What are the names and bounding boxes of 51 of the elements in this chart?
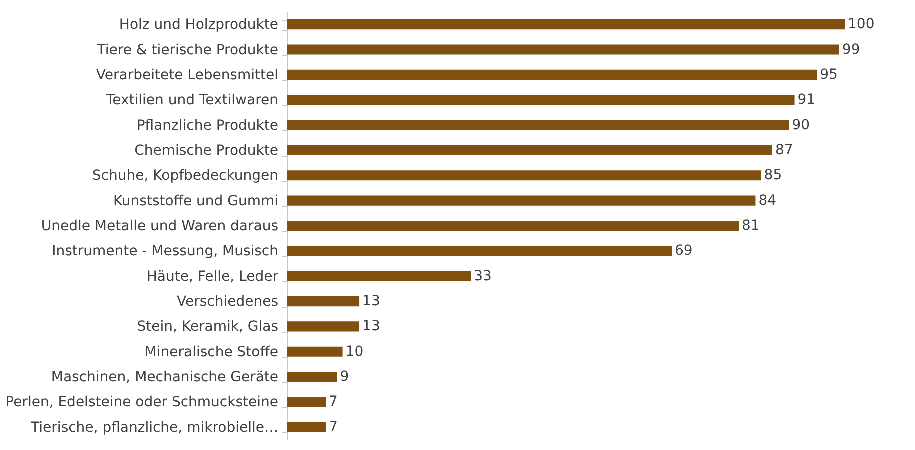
y-tick-label: Perlen, Edelsteine oder Schmucksteine [6,394,278,411]
bar [287,422,326,432]
bar [287,220,739,232]
data-label: 7 [329,419,338,436]
data-label: 99 [842,42,860,58]
data-label: 9 [340,369,350,386]
bar [287,196,756,206]
y-tick-label: Mineralische Stoffe [144,344,278,360]
bar [287,397,326,408]
bar [287,346,343,357]
data-label: 7 [329,394,338,410]
data-label: 84 [758,192,777,209]
data-label: 90 [792,117,810,134]
bar [287,246,672,256]
bar [287,322,360,332]
y-tick-label: Holz und Holzprodukte [119,17,278,34]
y-tick-label: Stein, Keramik, Glas [137,319,278,336]
data-label: 100 [848,16,875,33]
y-tick-label: Instrumente - Messung, Musisch [52,244,278,260]
y-tick-label: Unedle Metalle und Waren daraus [41,218,278,234]
bar [287,44,840,55]
bar [287,20,845,30]
bar [287,70,818,80]
data-label: 95 [820,66,838,83]
data-label: 13 [362,318,380,335]
y-tick-label: Kunststoffe und Gummi [113,193,278,210]
bar [287,271,472,282]
bar [287,145,772,156]
y-tick-label: Textilien und Textilwaren [105,92,278,109]
bar [287,95,795,106]
bar [287,296,360,307]
y-tick-label: Tierische, pflanzliche, mikrobielle… [30,420,278,436]
data-label: 33 [474,268,492,284]
y-tick-label: Chemische Produkte [134,142,278,159]
y-tick-label: Tiere & tierische Produkte [96,42,278,58]
y-tick-label: Verarbeitete Lebensmittel [96,67,278,84]
y-tick-label: Häute, Felle, Leder [146,268,279,285]
bar [287,372,338,382]
bar [287,120,790,130]
y-tick-label: Pflanzliche Produkte [136,118,278,134]
y-tick-label: Schuhe, Kopfbedeckungen [92,168,278,184]
data-label: 81 [742,218,760,234]
bar [287,170,762,181]
y-tick-label: Maschinen, Mechanische Geräte [51,370,278,386]
data-label: 87 [775,142,794,158]
y-tick-label: Verschiedenes [176,294,278,310]
data-label: 13 [362,294,380,310]
data-label: 10 [346,344,364,360]
data-label: 91 [798,92,816,108]
data-label: 85 [764,168,782,184]
data-label: 69 [675,243,693,260]
